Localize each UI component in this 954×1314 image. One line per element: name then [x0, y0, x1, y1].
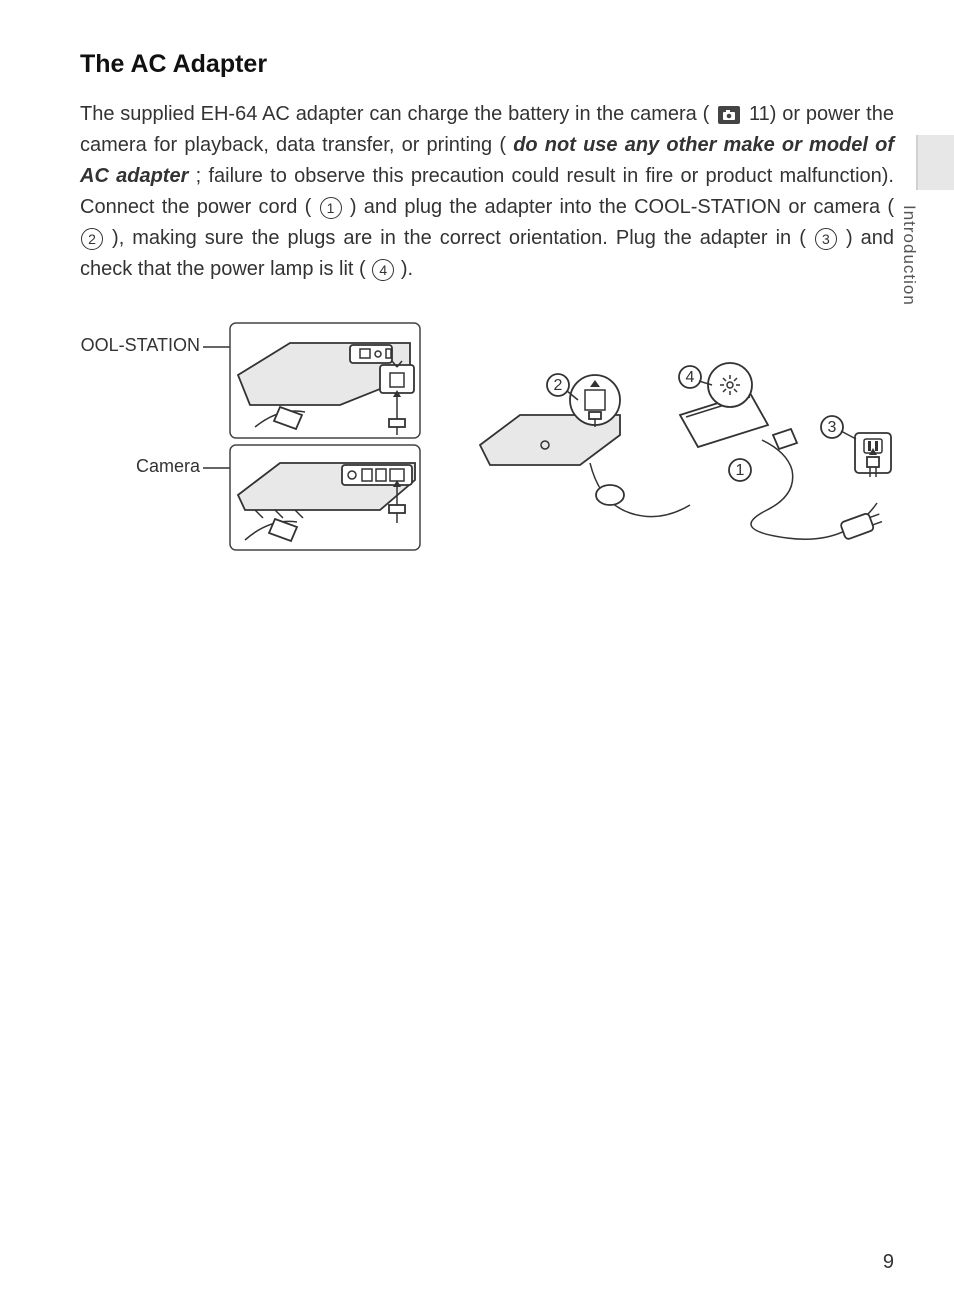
callout-2: 2 [554, 377, 563, 394]
step-ref-4-icon: 4 [372, 259, 394, 281]
side-thumb-tab [916, 135, 954, 190]
section-label: Introduction [899, 205, 919, 306]
camera-icon [718, 106, 740, 124]
page-number: 9 [883, 1251, 894, 1274]
callout-1: 1 [736, 462, 745, 479]
callout-4: 4 [686, 369, 695, 386]
step-ref-1-icon: 1 [320, 197, 342, 219]
step-ref-3-icon: 3 [815, 228, 837, 250]
callout-3: 3 [828, 419, 837, 436]
label-camera: Camera [136, 456, 201, 476]
body-paragraph: The supplied EH-64 AC adapter can charge… [80, 99, 894, 285]
diagram-region: COOL-STATION Camera [80, 305, 894, 570]
section-heading: The AC Adapter [80, 50, 894, 79]
page: Introduction The AC Adapter The supplied… [0, 0, 954, 1314]
step-ref-2-icon: 2 [81, 228, 103, 250]
text-run: ), making sure the plugs are in the corr… [112, 227, 806, 249]
text-run: ). [401, 258, 413, 280]
text-run: ) and plug the adapter into the COOL-STA… [350, 196, 894, 218]
label-cool-station: COOL-STATION [80, 335, 200, 355]
instruction-diagram: COOL-STATION Camera [80, 305, 900, 565]
overview-diagram: 2 [480, 363, 891, 540]
text-run: The supplied EH-64 AC adapter can charge… [80, 103, 709, 125]
